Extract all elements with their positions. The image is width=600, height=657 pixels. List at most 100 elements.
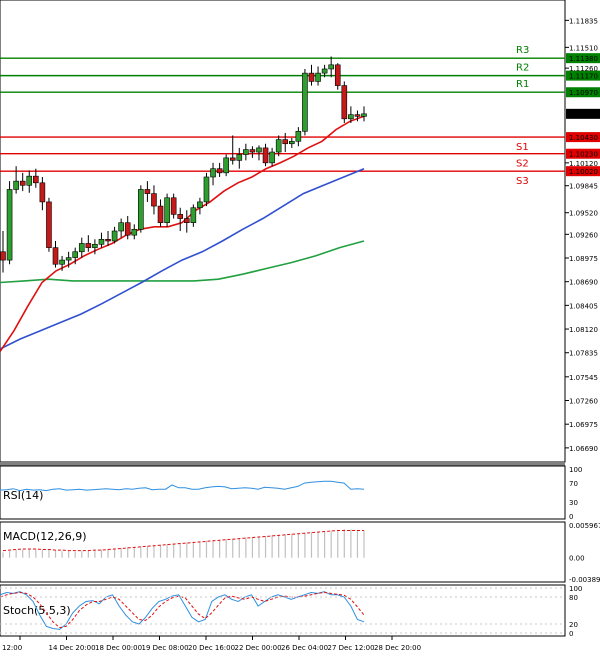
candle-bull bbox=[118, 222, 124, 232]
rsi-title: RSI(14) bbox=[3, 489, 43, 502]
candle-bull bbox=[348, 114, 354, 120]
stochastic-tick-label: 0 bbox=[569, 630, 573, 638]
rsi-tick-label: 30 bbox=[569, 499, 578, 507]
rsi-axis: 100 70 30 0 bbox=[569, 466, 582, 521]
macd-tick-label: 0.005967 bbox=[569, 522, 600, 530]
stochastic-title: Stoch(5,5,3) bbox=[3, 604, 71, 617]
moving-average-slow-line bbox=[0, 240, 365, 284]
candle-bull bbox=[321, 68, 328, 74]
macd-frame bbox=[0, 521, 566, 583]
candle-bear bbox=[282, 139, 289, 145]
current-price-badge bbox=[566, 108, 600, 119]
price-tick-label: 1.07260 bbox=[569, 398, 598, 406]
level-name-s1: S1 bbox=[516, 142, 529, 153]
candle-bull bbox=[269, 151, 275, 164]
price-tick-label: 1.07545 bbox=[569, 374, 598, 382]
candle-bear bbox=[170, 197, 177, 215]
time-tick-label: 28 Dec 20:00 bbox=[374, 644, 421, 652]
price-tick-label: 1.08405 bbox=[569, 302, 598, 310]
candle-bull bbox=[203, 176, 210, 203]
level-price-badge bbox=[566, 132, 600, 143]
candle-bear bbox=[183, 218, 190, 223]
candle-bull bbox=[197, 201, 203, 209]
price-tick-label: 1.09520 bbox=[569, 210, 598, 218]
candle-bull bbox=[361, 113, 367, 117]
candle-bull bbox=[275, 139, 282, 153]
time-tick-label: 22 Dec 00:00 bbox=[235, 644, 282, 652]
candle-bull bbox=[92, 243, 98, 248]
time-tick-label: 19 Dec 08:00 bbox=[142, 644, 189, 652]
price-axis: 1.11380 1.11170 1.10970 1.10430 1.10230 1.100… bbox=[565, 17, 600, 453]
stochastic-main-line bbox=[0, 591, 365, 630]
candle-bull bbox=[164, 197, 170, 223]
candlesticks bbox=[0, 56, 367, 273]
rsi-line bbox=[0, 480, 365, 492]
candle-bear bbox=[308, 72, 315, 82]
candle-bear bbox=[33, 175, 39, 184]
candle-bull bbox=[111, 230, 118, 242]
candle-bull bbox=[65, 257, 72, 261]
price-tick-label: 1.10120 bbox=[569, 160, 598, 168]
candle-bear bbox=[39, 182, 46, 203]
candle-bear bbox=[216, 168, 223, 174]
level-price-badge bbox=[566, 166, 600, 177]
macd-panel: MACD(12,26,9) 0.005967 0.00 -0.003896 bbox=[0, 521, 600, 584]
candle-bull bbox=[138, 189, 144, 230]
level-price-label: 1.10430 bbox=[569, 134, 598, 142]
candle-bear bbox=[144, 189, 151, 194]
macd-tick-label: -0.003896 bbox=[569, 576, 600, 584]
candle-bull bbox=[243, 149, 249, 155]
macd-signal-line bbox=[2, 530, 364, 552]
rsi-frame bbox=[0, 465, 566, 520]
candle-bear bbox=[124, 222, 131, 236]
candle-bull bbox=[59, 259, 65, 265]
macd-histogram bbox=[2, 529, 365, 558]
candle-bull bbox=[190, 207, 197, 223]
candle-bull bbox=[315, 72, 321, 82]
candle-bear bbox=[105, 239, 111, 242]
price-panel: R3 R2 R1 S1 S2 S3 1.11380 1.11170 1.10970 1.1043… bbox=[0, 0, 600, 463]
candle-bull bbox=[236, 154, 243, 161]
level-name-s3: S3 bbox=[516, 176, 529, 187]
time-tick-label: 12:00 bbox=[2, 644, 22, 652]
rsi-tick-label: 0 bbox=[569, 513, 573, 521]
panel-divider bbox=[0, 462, 565, 466]
candle-bear bbox=[151, 193, 157, 207]
candle-bull bbox=[13, 180, 19, 190]
price-tick-label: 1.08975 bbox=[569, 255, 598, 263]
macd-title: MACD(12,26,9) bbox=[3, 530, 87, 543]
stochastic-frame bbox=[0, 584, 566, 637]
level-price-badge bbox=[566, 148, 600, 159]
time-tick-label: 27 Dec 12:00 bbox=[328, 644, 375, 652]
candle-bear bbox=[52, 247, 59, 265]
candle-bear bbox=[262, 147, 269, 164]
price-tick-label: 1.11260 bbox=[569, 65, 598, 73]
level-name-r1: R1 bbox=[516, 79, 529, 90]
time-tick-label: 20 Dec 16:00 bbox=[188, 644, 235, 652]
level-name-r3: R3 bbox=[516, 45, 529, 56]
candle-bear bbox=[85, 243, 92, 248]
price-tick-label: 1.09845 bbox=[569, 183, 598, 191]
level-price-badge bbox=[566, 87, 600, 98]
candle-bull bbox=[210, 168, 216, 178]
moving-averages bbox=[0, 115, 365, 352]
stochastic-tick-label: 100 bbox=[569, 585, 582, 593]
rsi-panel: RSI(14) 100 70 30 0 bbox=[0, 465, 582, 521]
candle-bear bbox=[354, 114, 361, 117]
support-resistance-levels: R3 R2 R1 S1 S2 S3 bbox=[0, 45, 565, 187]
candle-bear bbox=[249, 149, 256, 153]
candle-bull bbox=[26, 175, 33, 186]
candle-bear bbox=[46, 201, 52, 248]
price-tick-label: 1.08120 bbox=[569, 326, 598, 334]
price-tick-label: 1.09260 bbox=[569, 231, 598, 239]
price-tick-label: 1.06975 bbox=[569, 421, 598, 429]
level-price-label: 1.10230 bbox=[569, 151, 598, 159]
candle-bull bbox=[72, 251, 78, 258]
candle-bull bbox=[223, 157, 229, 174]
macd-tick-label: 0.00 bbox=[569, 555, 585, 563]
price-plot-frame bbox=[0, 0, 566, 463]
candle-bull bbox=[328, 64, 334, 70]
candle-bull bbox=[256, 147, 262, 153]
